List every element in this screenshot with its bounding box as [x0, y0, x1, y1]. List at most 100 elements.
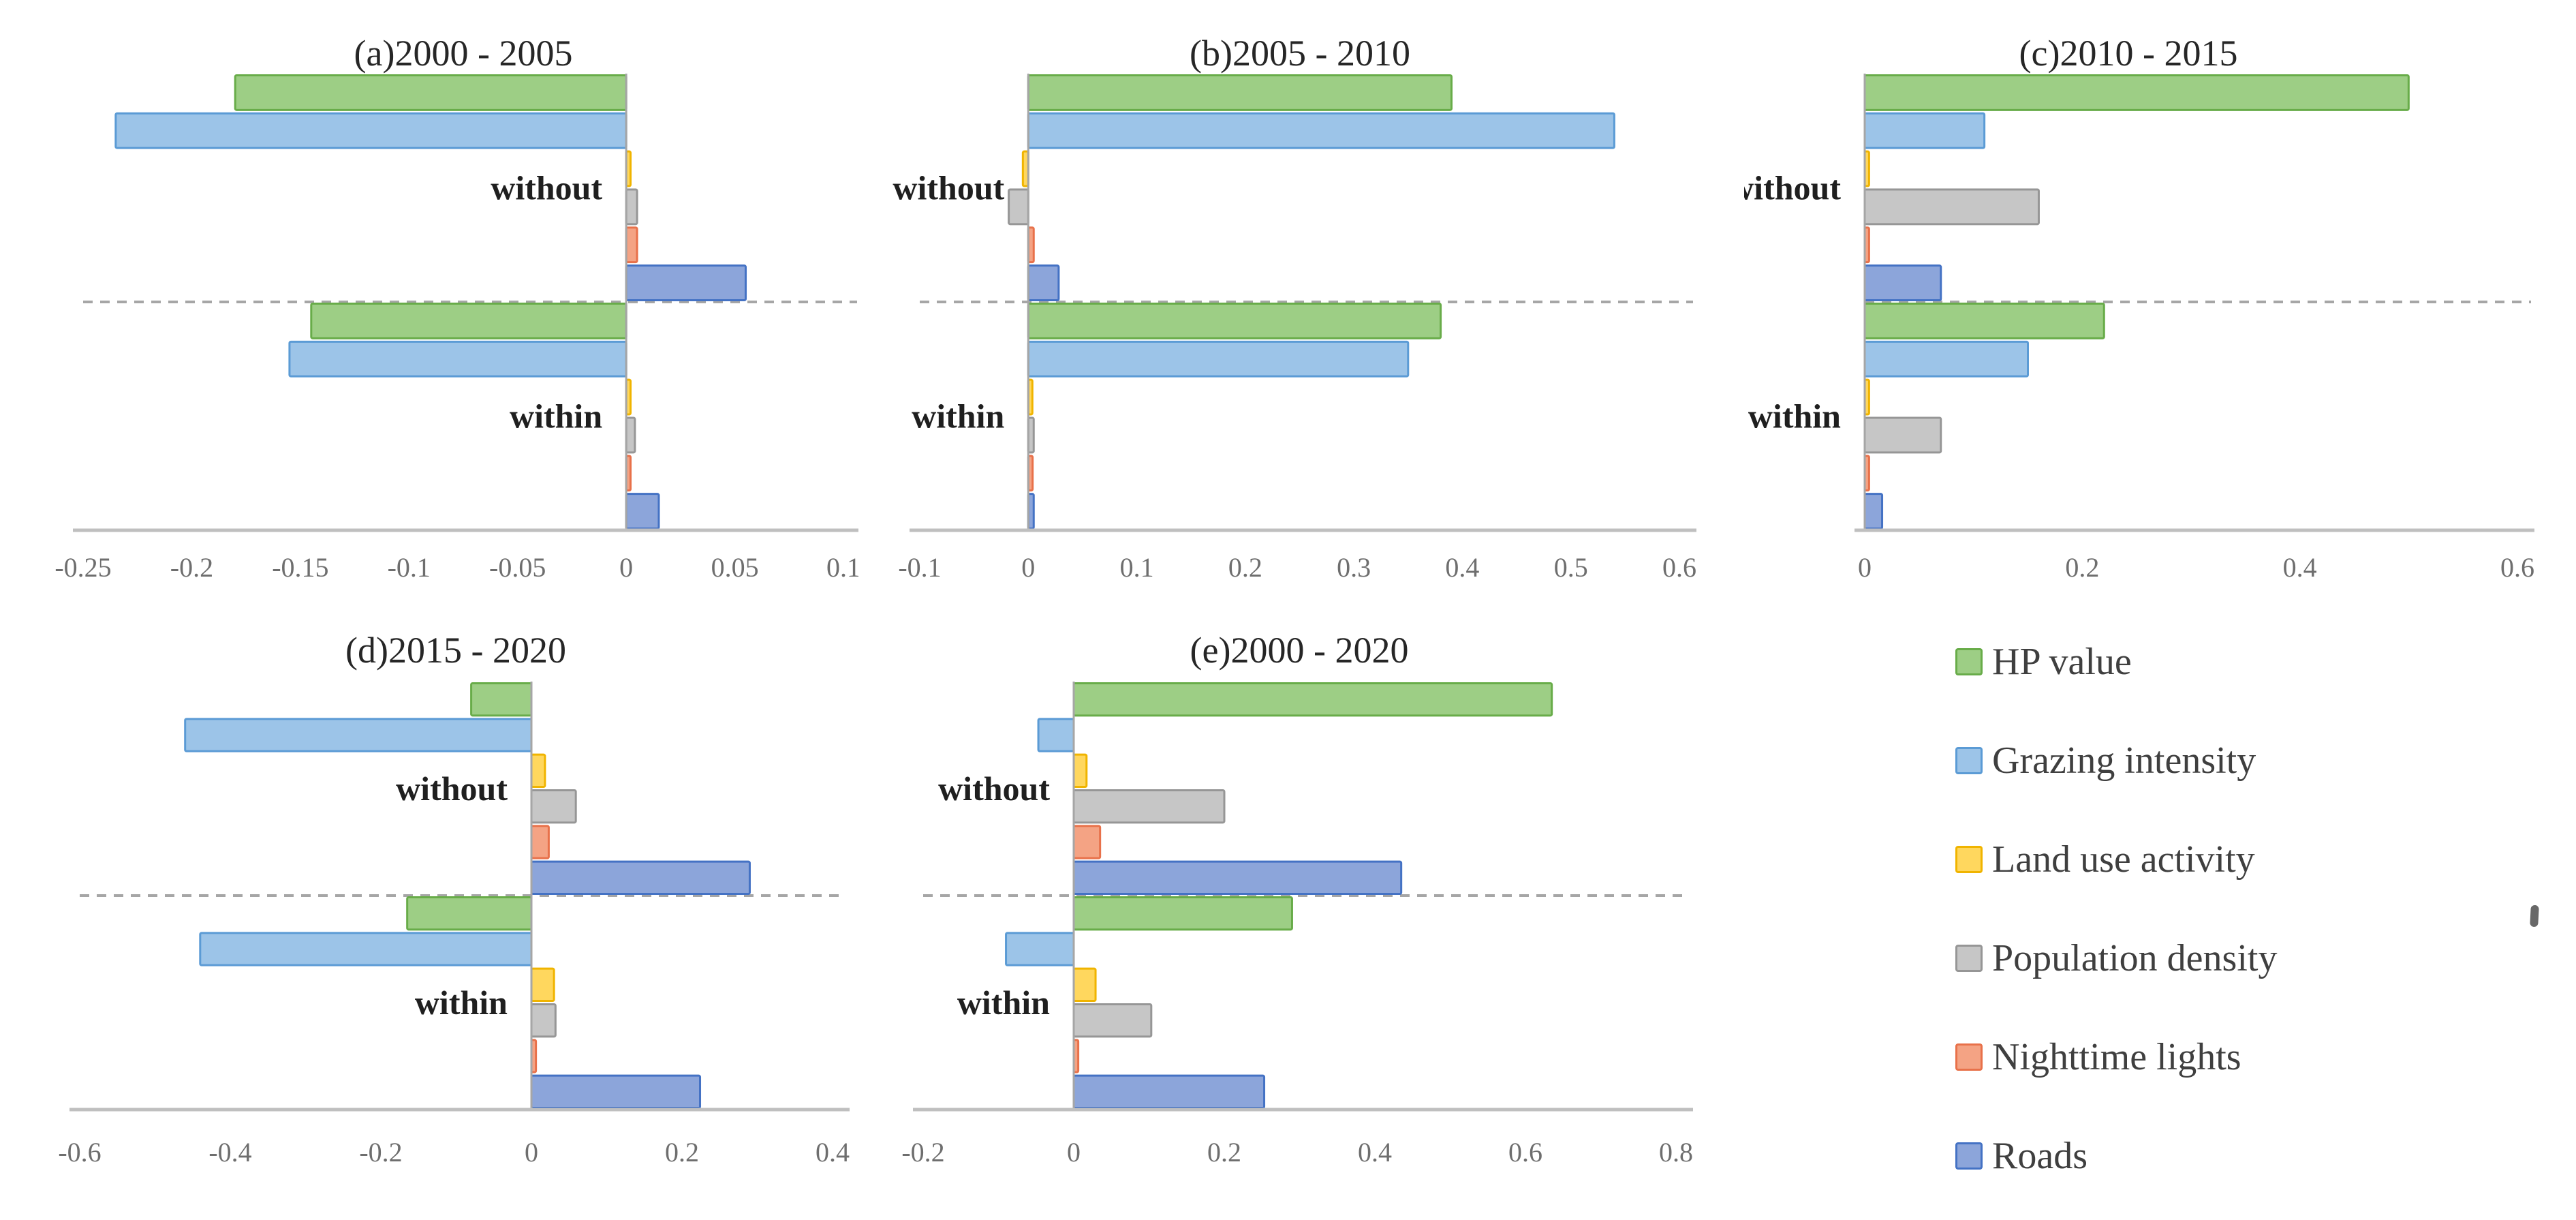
bar-population-density-without — [1008, 188, 1029, 226]
legend-item-roads: Roads — [1955, 1135, 2088, 1177]
legend-label: Roads — [1992, 1135, 2088, 1177]
chart-title: (d)2015 - 2020 — [345, 630, 566, 671]
hp-value-swatch-icon — [1955, 648, 1983, 675]
bar-land-use-activity-within — [530, 967, 555, 1003]
chart-title: (b)2005 - 2010 — [1190, 33, 1410, 74]
category-label-within: within — [415, 983, 508, 1022]
bar-hp-value-without — [234, 74, 627, 111]
legend-label: Land use activity — [1992, 838, 2255, 881]
x-tick-label: 0.6 — [1508, 1137, 1542, 1168]
bar-roads-within — [625, 493, 660, 530]
bar-hp-value-within — [406, 896, 533, 931]
bar-nighttime-lights-without — [530, 825, 550, 859]
x-tick-label: 0 — [1858, 552, 1872, 583]
roads-swatch-icon — [1955, 1142, 1983, 1170]
x-tick-label: 0.4 — [816, 1137, 850, 1168]
x-tick-label: 0.2 — [665, 1137, 699, 1168]
x-tick-label: -0.1 — [898, 552, 941, 583]
x-tick-label: -0.1 — [388, 552, 431, 583]
category-label-within: within — [1748, 397, 1841, 436]
legend: HP value Grazing intensity Land use acti… — [1771, 600, 2576, 1220]
nighttime-lights-swatch-icon — [1955, 1043, 1983, 1071]
x-tick-label: 0.6 — [1662, 552, 1696, 583]
bar-roads-within — [1863, 493, 1884, 530]
x-tick-label: 0.4 — [1445, 552, 1479, 583]
bar-grazing-intensity-within — [288, 340, 627, 378]
bar-population-density-within — [625, 416, 636, 454]
chart-title: (e)2000 - 2020 — [1190, 630, 1409, 671]
x-tick-label: -0.05 — [489, 552, 546, 583]
x-tick-label: 0.2 — [1228, 552, 1262, 583]
x-tick-label: 0.8 — [1659, 1137, 1693, 1168]
x-tick-label: 0.3 — [1337, 552, 1371, 583]
chart-b-plot: (b)2005 - 2010 without within -0.1 0 0.1 0.2 0.… — [893, 33, 1696, 583]
stray-mark-artifact — [2530, 904, 2539, 928]
x-tick-label: 0.5 — [1554, 552, 1588, 583]
legend-label: Nighttime lights — [1992, 1036, 2241, 1078]
x-tick-label: 0.1 — [826, 552, 858, 583]
x-tick-label: 0.2 — [2065, 552, 2099, 583]
chart-panel-e: (e)2000 - 2020 without within -0.2 0 0.2 0.4 0.… — [886, 600, 1771, 1220]
chart-d-plot: (d)2015 - 2020 without within -0.6 -0.4 -0.2 0… — [58, 630, 850, 1168]
x-tick-label: 0.4 — [1358, 1137, 1392, 1168]
bar-hp-value-within — [1027, 303, 1442, 339]
legend-label: Population density — [1992, 937, 2278, 979]
x-tick-label: -0.2 — [170, 552, 213, 583]
bar-grazing-intensity-within — [1005, 932, 1075, 966]
legend-item-grazing-intensity: Grazing intensity — [1955, 739, 2256, 782]
bar-roads-without — [625, 264, 747, 301]
bar-roads-without — [1863, 264, 1942, 301]
chart-panel-a: (a)2000 - 2005 without within -0.25 -0.2 -0.1… — [0, 0, 858, 600]
legend-label: Grazing intensity — [1992, 739, 2256, 782]
bar-hp-value-within — [310, 303, 627, 339]
category-label-within: within — [957, 983, 1050, 1022]
chart-panel-d: (d)2015 - 2020 without within -0.6 -0.4 -0.2 0… — [0, 600, 886, 1220]
bar-population-density-within — [1072, 1003, 1153, 1038]
bar-population-density-without — [1863, 188, 2040, 226]
bar-grazing-intensity-without — [184, 718, 533, 752]
bar-roads-within — [530, 1074, 702, 1110]
bar-hp-value-within — [1072, 896, 1293, 931]
bar-land-use-activity-without — [530, 753, 546, 789]
x-tick-label: 0.2 — [1207, 1137, 1241, 1168]
category-label-within: within — [912, 397, 1004, 436]
grazing-intensity-swatch-icon — [1955, 747, 1983, 774]
chart-panel-c: (c)2010 - 2015 without within 0 0.2 0.4 0.6 — [1744, 0, 2576, 600]
x-tick-label: 0 — [525, 1137, 538, 1168]
legend-label: HP value — [1992, 641, 2132, 683]
chart-a-plot: (a)2000 - 2005 without within -0.25 -0.2 -0.1… — [55, 33, 858, 583]
category-label-without: without — [396, 769, 508, 808]
bar-nighttime-lights-without — [1072, 825, 1102, 859]
x-tick-label: 0 — [619, 552, 633, 583]
bar-hp-value-without — [1072, 682, 1553, 717]
category-label-without: without — [938, 769, 1050, 808]
bar-grazing-intensity-without — [114, 112, 627, 149]
x-tick-label: 0.05 — [711, 552, 759, 583]
chart-title: (c)2010 - 2015 — [2019, 33, 2238, 74]
x-tick-label: -0.2 — [359, 1137, 402, 1168]
x-tick-label: 0.6 — [2500, 552, 2534, 583]
bar-land-use-activity-without — [1072, 753, 1088, 789]
bar-grazing-intensity-without — [1027, 112, 1615, 149]
bar-roads-without — [530, 860, 751, 895]
bar-roads-without — [1027, 264, 1060, 301]
legend-item-population-density: Population density — [1955, 937, 2278, 979]
x-tick-label: -0.2 — [901, 1137, 944, 1168]
bar-grazing-intensity-within — [1027, 340, 1410, 378]
bar-hp-value-without — [470, 682, 533, 717]
category-label-without: without — [893, 169, 1004, 207]
bar-grazing-intensity-within — [199, 932, 533, 966]
chart-c-plot: (c)2010 - 2015 without within 0 0.2 0.4 0.6 — [1744, 33, 2534, 583]
bar-hp-value-without — [1863, 74, 2410, 111]
chart-panel-b: (b)2005 - 2010 without within -0.1 0 0.1 0.2 0.… — [858, 0, 1744, 600]
land-use-activity-swatch-icon — [1955, 846, 1983, 873]
x-tick-label: -0.15 — [272, 552, 328, 583]
legend-item-nighttime-lights: Nighttime lights — [1955, 1036, 2241, 1078]
bar-roads-without — [1072, 860, 1403, 895]
chart-e-plot: (e)2000 - 2020 without within -0.2 0 0.2 0.4 0.… — [901, 630, 1693, 1168]
x-tick-label: 0.4 — [2283, 552, 2317, 583]
bar-hp-value-within — [1863, 303, 2105, 339]
x-tick-label: 0.1 — [1120, 552, 1154, 583]
population-density-swatch-icon — [1955, 945, 1983, 972]
